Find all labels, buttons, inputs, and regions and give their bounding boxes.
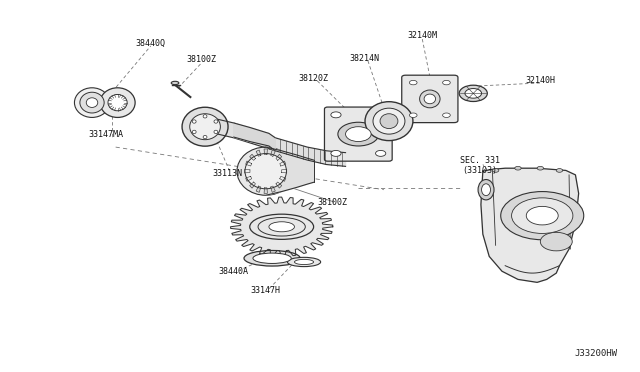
Polygon shape bbox=[276, 182, 282, 188]
Circle shape bbox=[556, 169, 563, 172]
Polygon shape bbox=[246, 176, 252, 181]
Ellipse shape bbox=[100, 88, 135, 118]
Text: 38440A: 38440A bbox=[219, 267, 249, 276]
Ellipse shape bbox=[478, 180, 494, 200]
Circle shape bbox=[526, 206, 558, 225]
Text: 33113N: 33113N bbox=[212, 169, 243, 177]
Ellipse shape bbox=[80, 92, 104, 113]
Polygon shape bbox=[276, 154, 282, 160]
Circle shape bbox=[331, 150, 341, 156]
Text: J33200HW: J33200HW bbox=[574, 349, 617, 358]
Text: 38214N: 38214N bbox=[349, 54, 380, 62]
Text: 32140H: 32140H bbox=[525, 76, 556, 85]
Polygon shape bbox=[234, 123, 275, 151]
Circle shape bbox=[465, 89, 481, 98]
Circle shape bbox=[338, 122, 379, 146]
Ellipse shape bbox=[365, 102, 413, 141]
Circle shape bbox=[537, 166, 543, 170]
Circle shape bbox=[515, 166, 521, 170]
Ellipse shape bbox=[108, 94, 127, 111]
Ellipse shape bbox=[182, 107, 228, 146]
Circle shape bbox=[410, 113, 417, 118]
Text: 33147MA: 33147MA bbox=[88, 129, 124, 139]
Circle shape bbox=[540, 232, 572, 251]
Ellipse shape bbox=[380, 114, 398, 129]
Polygon shape bbox=[246, 161, 252, 166]
Circle shape bbox=[492, 169, 499, 172]
Circle shape bbox=[376, 112, 386, 118]
Text: 38100Z: 38100Z bbox=[187, 55, 217, 64]
Text: 33147H: 33147H bbox=[251, 286, 281, 295]
Polygon shape bbox=[266, 147, 314, 195]
Circle shape bbox=[443, 113, 451, 118]
Ellipse shape bbox=[258, 218, 305, 236]
Ellipse shape bbox=[253, 253, 291, 263]
Circle shape bbox=[376, 150, 386, 156]
Circle shape bbox=[511, 198, 573, 234]
Circle shape bbox=[410, 80, 417, 85]
Text: 38120Z: 38120Z bbox=[299, 74, 328, 83]
Ellipse shape bbox=[481, 184, 490, 196]
Polygon shape bbox=[250, 182, 255, 188]
Polygon shape bbox=[271, 186, 275, 192]
Polygon shape bbox=[264, 149, 268, 154]
FancyBboxPatch shape bbox=[324, 107, 392, 161]
Ellipse shape bbox=[203, 115, 207, 118]
Ellipse shape bbox=[86, 98, 98, 108]
Text: 32140M: 32140M bbox=[407, 31, 437, 41]
Text: SEC. 331
(33103): SEC. 331 (33103) bbox=[460, 156, 500, 175]
Ellipse shape bbox=[269, 222, 294, 232]
Ellipse shape bbox=[244, 250, 300, 266]
Polygon shape bbox=[481, 168, 579, 282]
Polygon shape bbox=[271, 150, 275, 156]
Ellipse shape bbox=[189, 114, 220, 140]
Ellipse shape bbox=[420, 90, 440, 108]
Ellipse shape bbox=[294, 259, 314, 264]
Polygon shape bbox=[282, 169, 287, 173]
Polygon shape bbox=[256, 186, 261, 192]
Polygon shape bbox=[250, 154, 255, 160]
Polygon shape bbox=[280, 176, 286, 181]
Ellipse shape bbox=[245, 154, 287, 189]
Circle shape bbox=[460, 85, 487, 102]
Polygon shape bbox=[264, 188, 268, 193]
Ellipse shape bbox=[237, 147, 294, 195]
Polygon shape bbox=[218, 119, 346, 166]
Ellipse shape bbox=[192, 130, 196, 134]
Circle shape bbox=[331, 112, 341, 118]
Polygon shape bbox=[244, 169, 250, 173]
Ellipse shape bbox=[203, 135, 207, 139]
Circle shape bbox=[346, 127, 371, 141]
Ellipse shape bbox=[214, 130, 218, 134]
Circle shape bbox=[500, 192, 584, 240]
Ellipse shape bbox=[424, 94, 436, 104]
Ellipse shape bbox=[287, 257, 321, 267]
Polygon shape bbox=[256, 150, 261, 156]
Text: 38100Z: 38100Z bbox=[318, 198, 348, 207]
Ellipse shape bbox=[172, 81, 179, 85]
Ellipse shape bbox=[74, 88, 109, 118]
Polygon shape bbox=[280, 161, 286, 166]
Circle shape bbox=[443, 80, 451, 85]
Ellipse shape bbox=[373, 108, 405, 134]
Ellipse shape bbox=[214, 120, 218, 123]
Ellipse shape bbox=[192, 120, 196, 123]
Text: 38440Q: 38440Q bbox=[136, 39, 166, 48]
FancyBboxPatch shape bbox=[402, 75, 458, 123]
Polygon shape bbox=[230, 197, 333, 256]
